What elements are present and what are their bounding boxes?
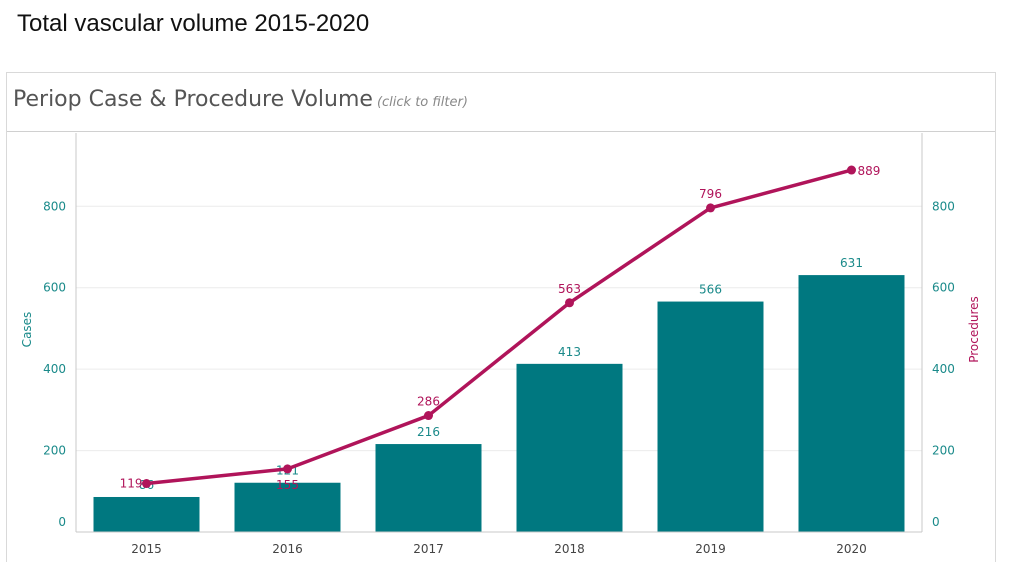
line-value-label: 796 (699, 187, 722, 201)
line-value-label: 119 (120, 477, 143, 491)
axes: 0 200 400 600 800 0 200 400 600 800 Cases Procedure… (20, 133, 981, 556)
bar-value-label: 413 (558, 345, 581, 359)
y-right-tick-label: 0 (932, 515, 940, 529)
x-tick-label: 2018 (554, 542, 585, 556)
line-series-procedures (142, 165, 856, 489)
bar-cases-2018[interactable] (516, 363, 623, 532)
y-left-tick-label: 400 (43, 362, 66, 376)
y-left-tick-label: 0 (58, 515, 66, 529)
procedure-point-2016[interactable] (283, 464, 292, 474)
line-value-label: 889 (858, 164, 881, 178)
panel-title[interactable]: Periop Case & Procedure Volume (click to … (13, 87, 468, 112)
procedure-point-2015[interactable] (142, 479, 151, 489)
procedure-point-2017[interactable] (424, 411, 433, 421)
bar-value-label: 631 (840, 256, 863, 270)
y-right-axis-title: Procedures (967, 296, 981, 363)
bar-cases-2019[interactable] (657, 301, 764, 532)
bar-value-label: 216 (417, 425, 440, 439)
click-to-filter-hint: (click to filter) (376, 95, 468, 110)
slide-title: Total vascular volume 2015-2020 (17, 10, 370, 37)
x-tick-label: 2015 (131, 542, 162, 556)
procedure-point-2018[interactable] (565, 298, 574, 308)
line-value-label: 286 (417, 395, 440, 409)
y-left-tick-label: 600 (43, 281, 66, 295)
bar-cases-2017[interactable] (375, 444, 482, 532)
bar-cases-2020[interactable] (798, 275, 905, 532)
x-tick-label: 2019 (695, 542, 726, 556)
x-tick-label: 2020 (836, 542, 867, 556)
line-value-label: 563 (558, 282, 581, 296)
line-data-labels: 119 155 286 563 796 889 (120, 164, 881, 492)
y-left-tick-label: 200 (43, 444, 66, 458)
x-tick-label: 2017 (413, 542, 444, 556)
bar-cases-2016[interactable] (234, 482, 341, 532)
y-left-axis-title: Cases (20, 312, 34, 348)
panel-title-text: Periop Case & Procedure Volume (13, 87, 373, 112)
procedure-point-2020[interactable] (847, 165, 856, 175)
bar-series-cases (93, 275, 905, 532)
y-left-tick-label: 800 (43, 199, 66, 213)
gridlines (76, 205, 922, 452)
y-right-tick-label: 600 (932, 281, 955, 295)
procedures-line (146, 168, 852, 486)
y-right-tick-label: 200 (932, 444, 955, 458)
y-right-tick-label: 800 (932, 199, 955, 213)
bar-value-label: 566 (699, 283, 722, 297)
bar-cases-2015[interactable] (93, 496, 200, 532)
procedure-point-2019[interactable] (706, 203, 715, 213)
x-tick-label: 2016 (272, 542, 303, 556)
y-right-tick-label: 400 (932, 362, 955, 376)
line-value-label: 155 (276, 478, 299, 492)
panel-header: Periop Case & Procedure Volume (click to … (7, 73, 995, 132)
